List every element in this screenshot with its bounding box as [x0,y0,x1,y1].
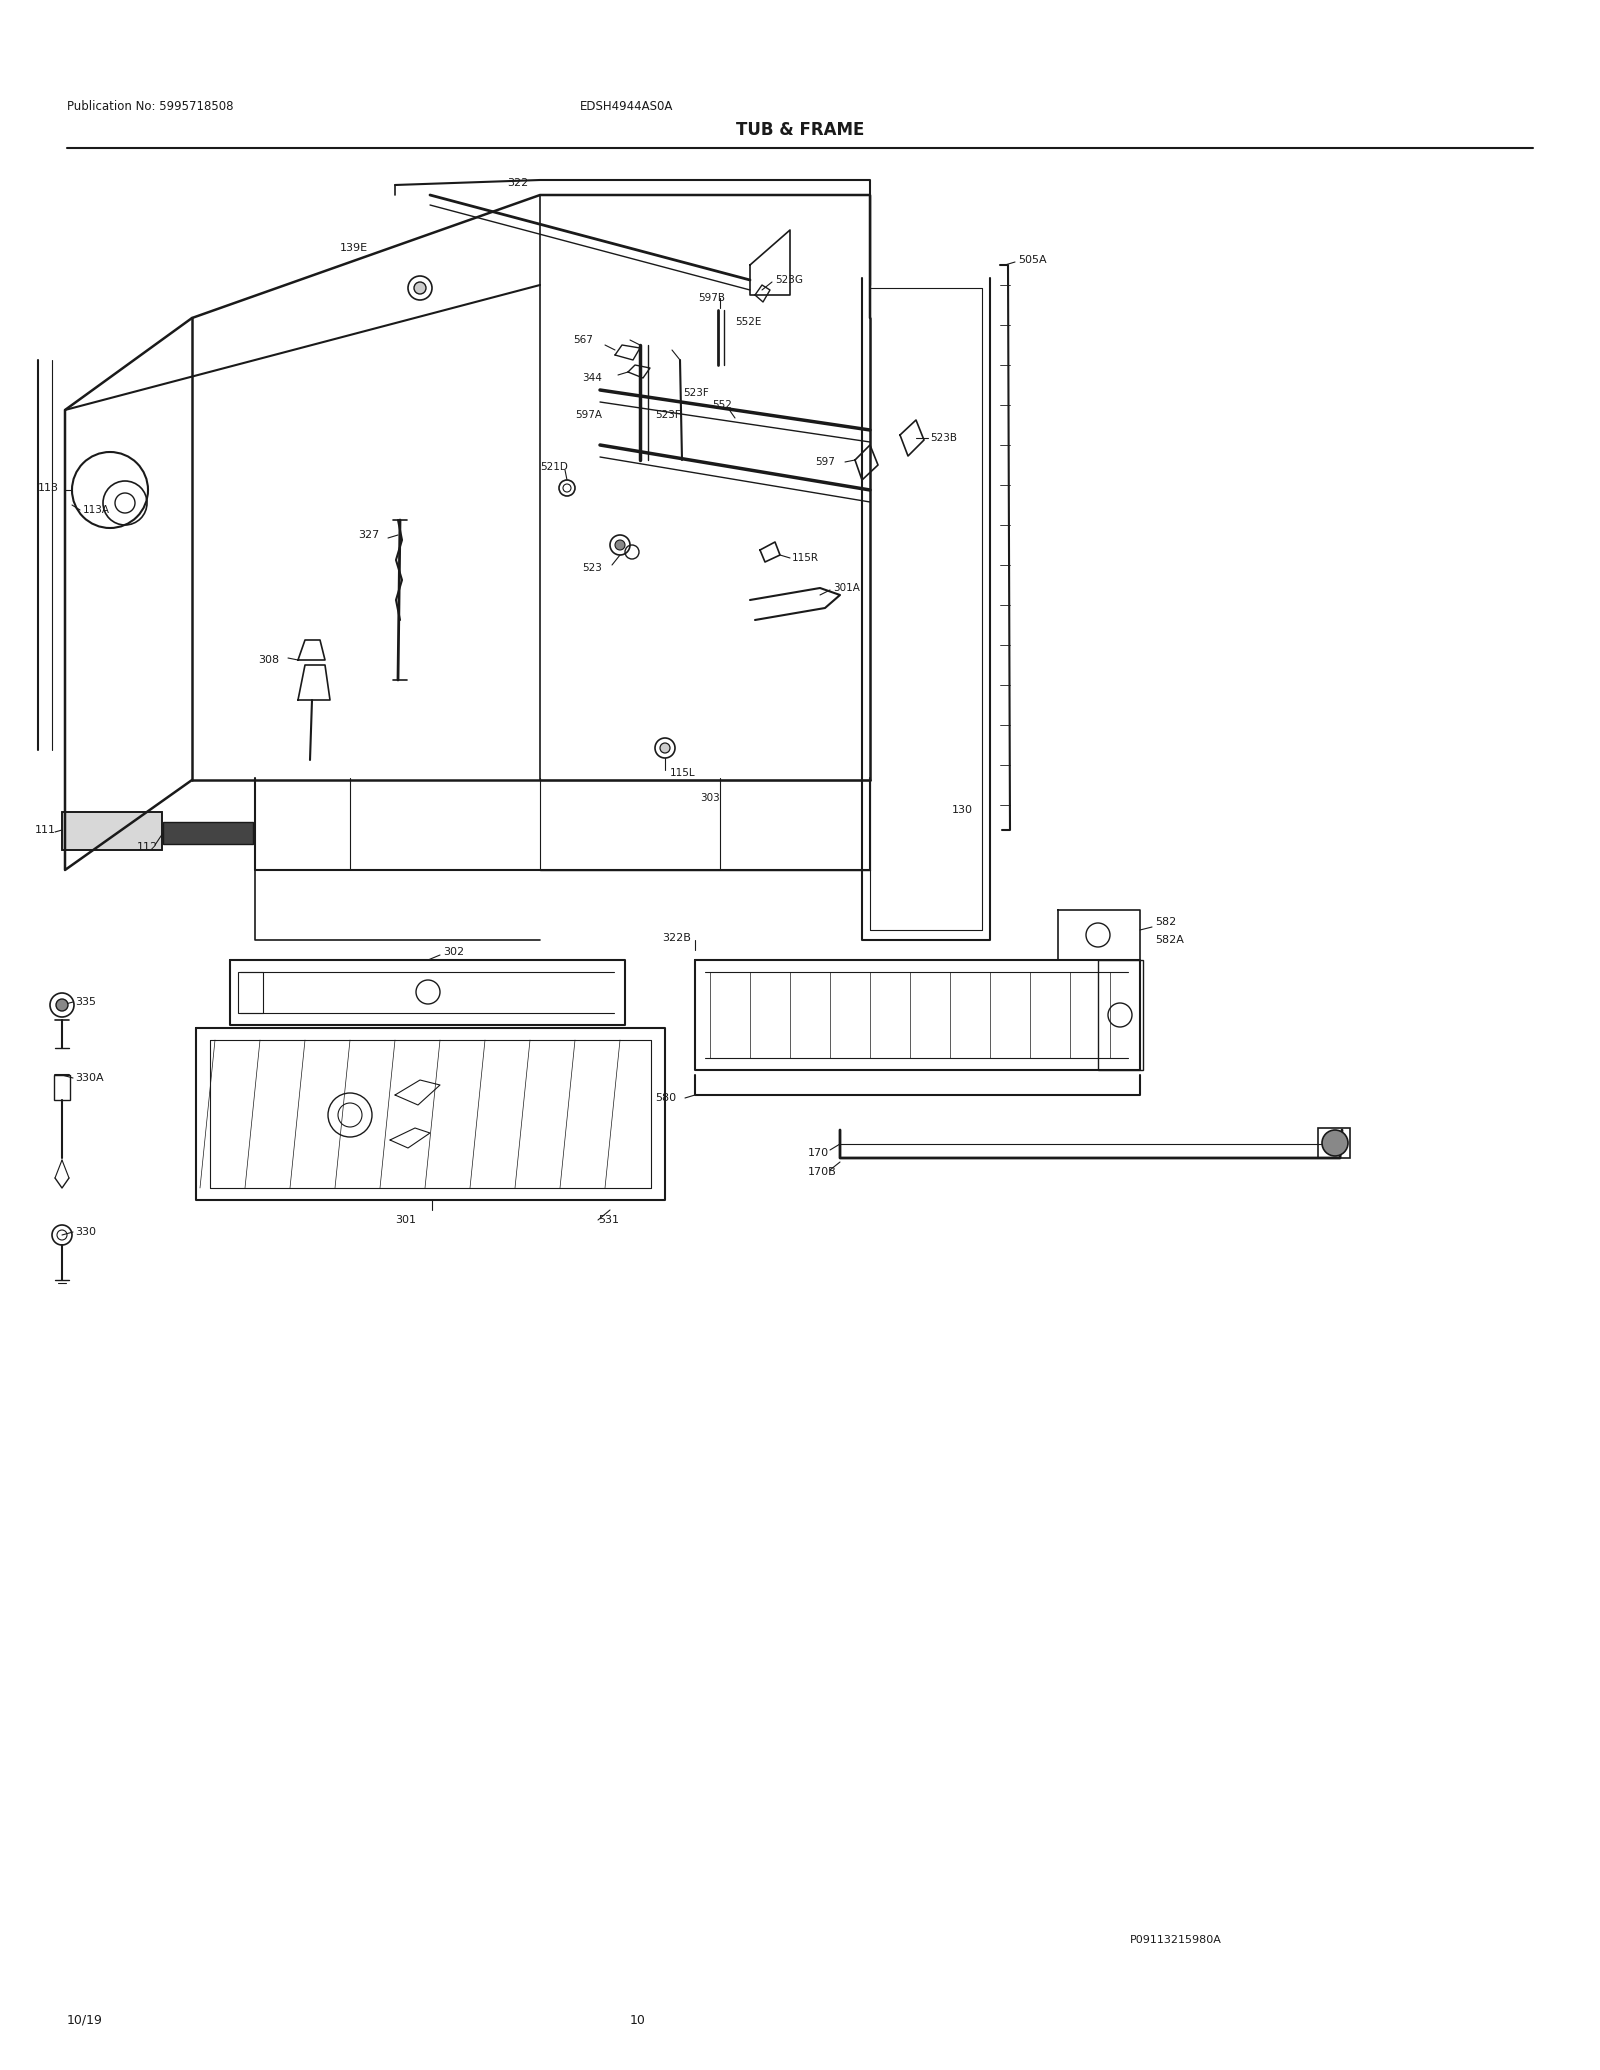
Text: 344: 344 [582,373,602,383]
Text: EDSH4944AS0A: EDSH4944AS0A [579,101,674,114]
Text: 523B: 523B [930,433,957,443]
Text: 523G: 523G [774,275,803,286]
Text: 170B: 170B [808,1167,837,1178]
Bar [62,811,162,851]
Text: TUB & FRAME: TUB & FRAME [736,120,864,139]
Text: 115L: 115L [670,768,696,778]
Bar [238,973,262,1012]
Bar [62,811,162,851]
Text: 330: 330 [75,1228,96,1238]
Circle shape [1322,1130,1347,1155]
Text: 567: 567 [573,335,594,346]
Text: 301A: 301A [834,584,859,592]
Text: 582: 582 [1155,917,1176,927]
Bar [1318,1128,1350,1157]
Bar [54,1074,70,1099]
Bar [163,822,253,845]
Text: 521D: 521D [541,462,568,472]
Text: 505A: 505A [1018,255,1046,265]
Text: 301: 301 [395,1215,416,1225]
Text: 597: 597 [814,457,835,468]
Text: P09113215980A: P09113215980A [1130,1935,1222,1946]
Text: 308: 308 [258,654,278,664]
Text: 327: 327 [358,530,379,540]
Text: 597B: 597B [698,294,725,302]
Text: 523F: 523F [654,410,680,420]
Text: 322: 322 [507,178,528,188]
Text: 112: 112 [138,842,158,853]
Text: 335: 335 [75,998,96,1006]
Text: 597A: 597A [574,410,602,420]
Text: 523F: 523F [683,387,709,397]
Text: 130: 130 [952,805,973,816]
Text: 552E: 552E [734,317,762,327]
Circle shape [414,282,426,294]
Text: 139E: 139E [339,242,368,253]
Text: 322B: 322B [662,934,691,944]
Text: 580: 580 [654,1093,677,1103]
Text: 303: 303 [701,793,720,803]
Text: 531: 531 [598,1215,619,1225]
Text: 10: 10 [630,2014,646,2027]
Text: 552: 552 [712,400,731,410]
Text: 115R: 115R [792,553,819,563]
Text: Publication No: 5995718508: Publication No: 5995718508 [67,101,234,114]
Text: 302: 302 [443,946,464,956]
Text: 113: 113 [38,482,59,493]
Bar [1098,960,1142,1070]
Text: 10/19: 10/19 [67,2014,102,2027]
Text: 523: 523 [582,563,602,573]
Circle shape [661,743,670,753]
Circle shape [614,540,626,551]
Text: 170: 170 [808,1149,829,1157]
Text: 330A: 330A [75,1072,104,1083]
Text: 111: 111 [35,826,56,834]
Text: 582A: 582A [1155,936,1184,946]
Circle shape [56,1000,67,1010]
Text: 113A: 113A [83,505,110,515]
